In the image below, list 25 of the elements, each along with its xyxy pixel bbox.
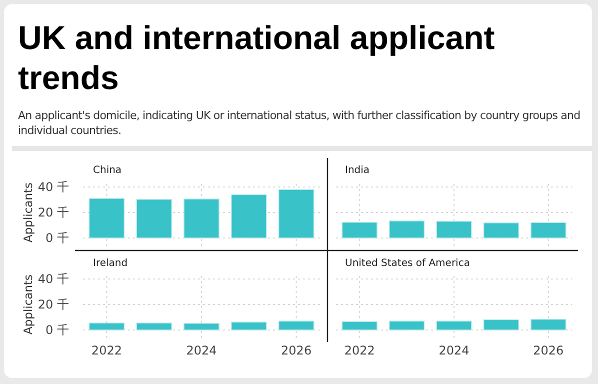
y-axis-title: Applicants <box>21 274 35 335</box>
x-tick-label: 2022 <box>91 344 122 358</box>
chart-title: India <box>345 165 370 176</box>
bar <box>88 198 125 238</box>
y-axis-title: Applicants <box>21 182 35 243</box>
x-tick-label: 2026 <box>533 344 564 358</box>
bar <box>136 198 172 238</box>
y-tick-label: 40 千 <box>38 272 69 286</box>
x-tick-label: 2026 <box>281 344 312 358</box>
chart-title: China <box>93 165 122 176</box>
text: An applicant's domicile, indicating UK or international status, with further classification by country groups and individual countries. <box>18 108 582 138</box>
x-tick-label: 2024 <box>186 344 217 358</box>
chart-title: United States of America <box>345 258 470 269</box>
y-tick-label: 0 千 <box>46 230 69 245</box>
bar <box>230 194 267 238</box>
bar <box>278 189 314 238</box>
y-tick-label: 20 千 <box>38 297 69 312</box>
chart-title: Ireland <box>93 258 128 269</box>
text: UK and international applicant trends <box>18 18 496 98</box>
x-tick-label: 2024 <box>438 344 470 358</box>
bar <box>184 198 220 238</box>
x-tick-label: 2022 <box>344 344 375 358</box>
y-tick-label: 20 千 <box>38 205 69 220</box>
y-tick-label: 40 千 <box>38 180 69 194</box>
y-tick-label: 0 千 <box>46 322 69 337</box>
